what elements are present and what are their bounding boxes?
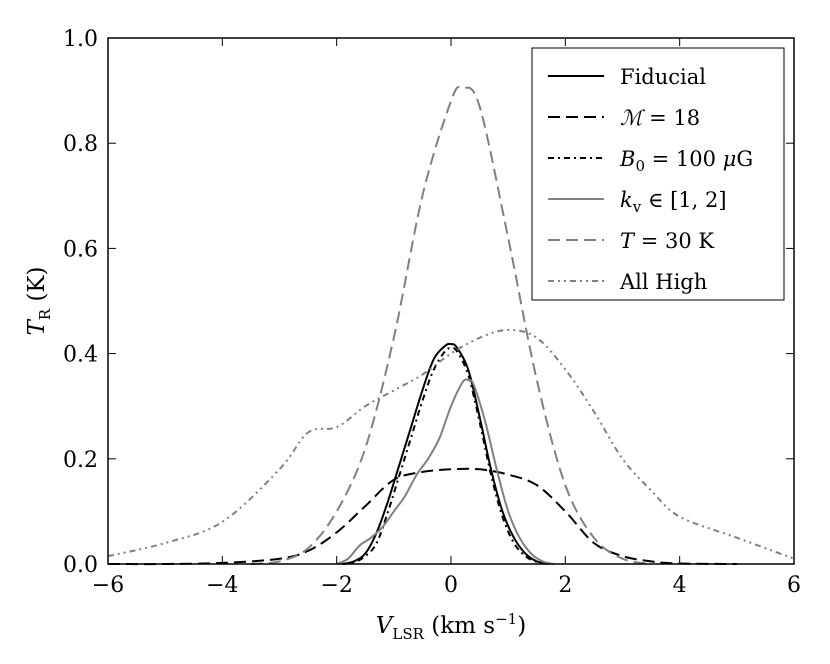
- x-tick-label: 2: [558, 573, 572, 598]
- series-line-2: [107, 467, 737, 566]
- y-tick-label: 1.0: [63, 27, 98, 52]
- x-tick-label: 6: [787, 573, 801, 598]
- series-line-3: [342, 346, 549, 565]
- y-tick-label: 0.6: [63, 237, 98, 262]
- y-tick-label: 0.2: [63, 448, 98, 473]
- x-tick-label: −6: [92, 573, 124, 598]
- plot-frame: [107, 37, 795, 565]
- x-tick-label: −2: [320, 573, 352, 598]
- legend-label-5: T = 30 K: [620, 229, 714, 253]
- y-axis-label: TR (K): [24, 266, 54, 335]
- x-axis-label: VLSR (km s−1): [376, 610, 526, 643]
- series-line-1: [342, 342, 549, 565]
- y-tick-label: 0.8: [63, 132, 98, 157]
- y-tick-label: 0.4: [63, 343, 98, 368]
- legend-items: Fiducial ℳ = 18 B0 = 100 μG kv ∈ [1, 2] T = …: [548, 65, 753, 294]
- tick-layer: −6 −4 −2 0 2 4 6 0.0 0.2 0.4 0.6 0.8 1.0: [63, 27, 801, 598]
- series-line-5: [250, 86, 652, 565]
- series-layer: [107, 86, 795, 566]
- legend-label-1: Fiducial: [620, 65, 706, 89]
- legend-label-6: All High: [619, 270, 707, 294]
- series-line-4: [336, 378, 555, 565]
- y-tick-label: 0.0: [63, 553, 98, 578]
- legend-label-4: kv ∈ [1, 2]: [620, 188, 727, 216]
- legend-label-3: B0 = 100 μG: [619, 147, 753, 175]
- x-tick-label: −4: [206, 573, 238, 598]
- x-tick-label: 4: [673, 573, 687, 598]
- x-tick-label: 0: [444, 573, 458, 598]
- legend-label-2: ℳ = 18: [620, 106, 700, 130]
- legend-box: [531, 47, 785, 301]
- legend: Fiducial ℳ = 18 B0 = 100 μG kv ∈ [1, 2] T = …: [531, 47, 785, 301]
